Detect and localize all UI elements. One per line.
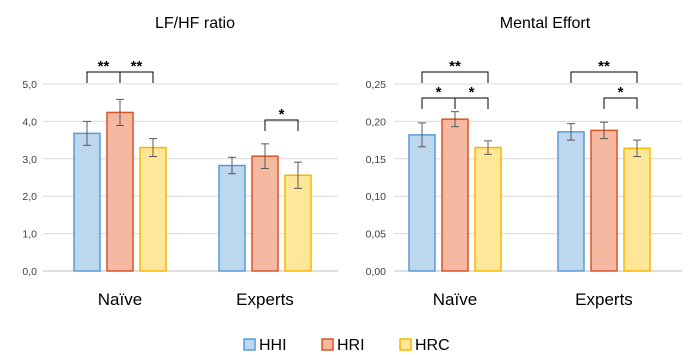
significance-label: *	[618, 84, 624, 101]
category-label: Naïve	[433, 290, 477, 309]
y-tick-label: 2,0	[22, 191, 37, 203]
legend-label: HRC	[415, 337, 450, 354]
y-tick-label: 3,0	[22, 154, 37, 166]
bar-hri-1	[590, 129, 618, 272]
bar-hhi-1	[557, 131, 585, 272]
significance-bracket	[421, 71, 489, 83]
legend-swatch-hri	[321, 338, 334, 351]
bar-hri-0	[441, 118, 469, 272]
chart-title: LF/HF ratio	[155, 15, 235, 32]
category-label: Naïve	[98, 290, 142, 309]
bar-hhi-1	[218, 164, 246, 272]
y-tick-label: 0,00	[366, 266, 387, 278]
significance-bracket	[119, 71, 154, 83]
legend-swatch-hrc	[399, 338, 412, 351]
bar-hrc-1	[284, 174, 312, 272]
bar-hrc-1	[623, 147, 651, 272]
y-tick-label: 1,0	[22, 229, 37, 241]
significance-label: *	[279, 106, 285, 123]
significance-label: *	[469, 84, 475, 101]
y-tick-label: 0,20	[366, 116, 387, 128]
bar-hhi-0	[73, 132, 101, 272]
category-label: Experts	[575, 290, 633, 309]
y-tick-label: 0,10	[366, 191, 387, 203]
chart-0: LF/HF ratio 0,0 1,0 2,0 3,0 4,0 5,0 Naïve Expert…	[22, 15, 338, 309]
y-tick-label: 0,0	[22, 266, 37, 278]
y-tick-label: 0,05	[366, 229, 387, 241]
significance-bracket	[603, 97, 638, 109]
significance-bracket	[454, 97, 489, 109]
significance-label: *	[436, 84, 442, 101]
significance-label: **	[131, 58, 143, 75]
legend-swatch-hhi	[243, 338, 256, 351]
bar-hhi-0	[408, 134, 436, 272]
chart-1: Mental Effort 0,00 0,05 0,10 0,15 0,20 0,25 Naï…	[366, 15, 682, 309]
y-tick-label: 4,0	[22, 116, 37, 128]
legend: HHI HRI HRC	[243, 337, 450, 354]
significance-label: **	[449, 58, 461, 75]
significance-label: **	[98, 58, 110, 75]
bar-hrc-0	[474, 146, 502, 272]
significance-label: **	[598, 58, 610, 75]
bar-hri-1	[251, 155, 279, 272]
category-label: Experts	[236, 290, 294, 309]
legend-label: HHI	[259, 337, 287, 354]
bar-hri-0	[106, 111, 134, 272]
y-tick-label: 5,0	[22, 79, 37, 91]
legend-label: HRI	[337, 337, 365, 354]
significance-bracket	[570, 71, 638, 83]
chart-title: Mental Effort	[500, 15, 591, 32]
bar-hrc-0	[139, 146, 167, 272]
y-tick-label: 0,15	[366, 154, 387, 166]
significance-bracket	[264, 119, 299, 131]
y-tick-label: 0,25	[366, 79, 387, 91]
